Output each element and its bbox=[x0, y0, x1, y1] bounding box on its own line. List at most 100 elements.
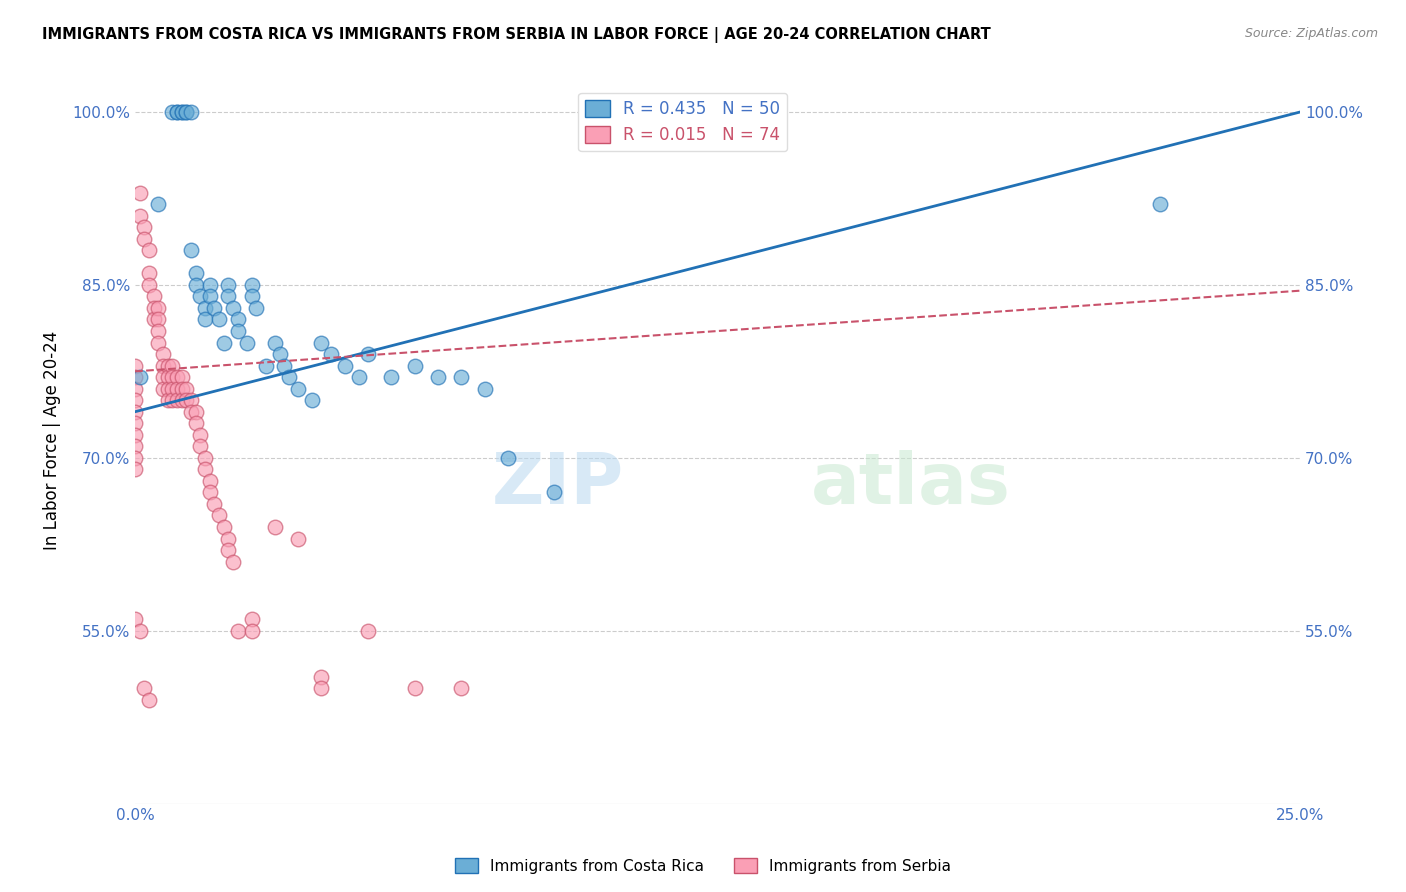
Point bbox=[176, 105, 198, 120]
Point bbox=[170, 105, 193, 120]
Point bbox=[194, 301, 217, 315]
Point bbox=[138, 693, 160, 707]
Point bbox=[138, 244, 160, 258]
Point bbox=[166, 382, 188, 396]
Point bbox=[184, 277, 207, 292]
Legend: Immigrants from Costa Rica, Immigrants from Serbia: Immigrants from Costa Rica, Immigrants f… bbox=[449, 852, 957, 880]
Point bbox=[142, 312, 165, 326]
Point bbox=[198, 474, 221, 488]
Point bbox=[301, 393, 323, 408]
Point bbox=[124, 359, 146, 373]
Point bbox=[194, 462, 217, 476]
Point bbox=[124, 462, 146, 476]
Point bbox=[208, 508, 231, 523]
Point bbox=[124, 416, 146, 430]
Point bbox=[152, 347, 174, 361]
Point bbox=[170, 105, 193, 120]
Point bbox=[333, 359, 356, 373]
Point bbox=[450, 681, 472, 696]
Point bbox=[198, 277, 221, 292]
Point bbox=[357, 347, 380, 361]
Point bbox=[128, 624, 150, 638]
Point bbox=[222, 555, 245, 569]
Point bbox=[156, 382, 179, 396]
Point bbox=[152, 382, 174, 396]
Y-axis label: In Labor Force | Age 20-24: In Labor Force | Age 20-24 bbox=[44, 331, 60, 550]
Point bbox=[245, 301, 267, 315]
Point bbox=[226, 312, 249, 326]
Point bbox=[180, 105, 202, 120]
Point bbox=[240, 624, 263, 638]
Point bbox=[287, 382, 309, 396]
Point bbox=[450, 370, 472, 384]
Point bbox=[166, 370, 188, 384]
Point bbox=[162, 393, 184, 408]
Point bbox=[273, 359, 295, 373]
Point bbox=[194, 312, 217, 326]
Point bbox=[124, 405, 146, 419]
Point bbox=[138, 266, 160, 280]
Point bbox=[142, 289, 165, 303]
Point bbox=[212, 520, 235, 534]
Point bbox=[404, 681, 426, 696]
Point bbox=[277, 370, 299, 384]
Point bbox=[217, 289, 239, 303]
Text: atlas: atlas bbox=[811, 450, 1011, 518]
Point bbox=[217, 532, 239, 546]
Point bbox=[170, 382, 193, 396]
Point bbox=[166, 105, 188, 120]
Point bbox=[264, 520, 287, 534]
Point bbox=[357, 624, 380, 638]
Point bbox=[138, 277, 160, 292]
Point bbox=[162, 370, 184, 384]
Point bbox=[222, 301, 245, 315]
Point bbox=[176, 105, 198, 120]
Point bbox=[134, 681, 156, 696]
Point bbox=[380, 370, 402, 384]
Text: ZIP: ZIP bbox=[492, 450, 624, 518]
Point bbox=[236, 335, 259, 350]
Point bbox=[180, 393, 202, 408]
Point bbox=[156, 359, 179, 373]
Point bbox=[217, 543, 239, 558]
Point bbox=[134, 220, 156, 235]
Point bbox=[176, 393, 198, 408]
Point bbox=[188, 427, 211, 442]
Point bbox=[543, 485, 565, 500]
Point bbox=[148, 324, 170, 338]
Point bbox=[124, 612, 146, 626]
Point bbox=[188, 289, 211, 303]
Point bbox=[176, 382, 198, 396]
Point bbox=[254, 359, 277, 373]
Point bbox=[124, 393, 146, 408]
Point bbox=[170, 393, 193, 408]
Point bbox=[134, 232, 156, 246]
Point bbox=[124, 370, 146, 384]
Point bbox=[156, 370, 179, 384]
Point bbox=[166, 393, 188, 408]
Text: Source: ZipAtlas.com: Source: ZipAtlas.com bbox=[1244, 27, 1378, 40]
Point bbox=[180, 244, 202, 258]
Point bbox=[311, 670, 333, 684]
Point bbox=[226, 324, 249, 338]
Point bbox=[217, 277, 239, 292]
Point bbox=[166, 105, 188, 120]
Point bbox=[208, 312, 231, 326]
Point bbox=[184, 405, 207, 419]
Point bbox=[264, 335, 287, 350]
Point bbox=[1149, 197, 1171, 211]
Point bbox=[202, 497, 225, 511]
Point bbox=[142, 301, 165, 315]
Point bbox=[319, 347, 342, 361]
Point bbox=[404, 359, 426, 373]
Point bbox=[128, 186, 150, 200]
Point bbox=[162, 359, 184, 373]
Point bbox=[240, 289, 263, 303]
Point bbox=[148, 335, 170, 350]
Point bbox=[212, 335, 235, 350]
Point bbox=[170, 370, 193, 384]
Point bbox=[198, 485, 221, 500]
Point bbox=[128, 370, 150, 384]
Point bbox=[184, 416, 207, 430]
Point bbox=[148, 301, 170, 315]
